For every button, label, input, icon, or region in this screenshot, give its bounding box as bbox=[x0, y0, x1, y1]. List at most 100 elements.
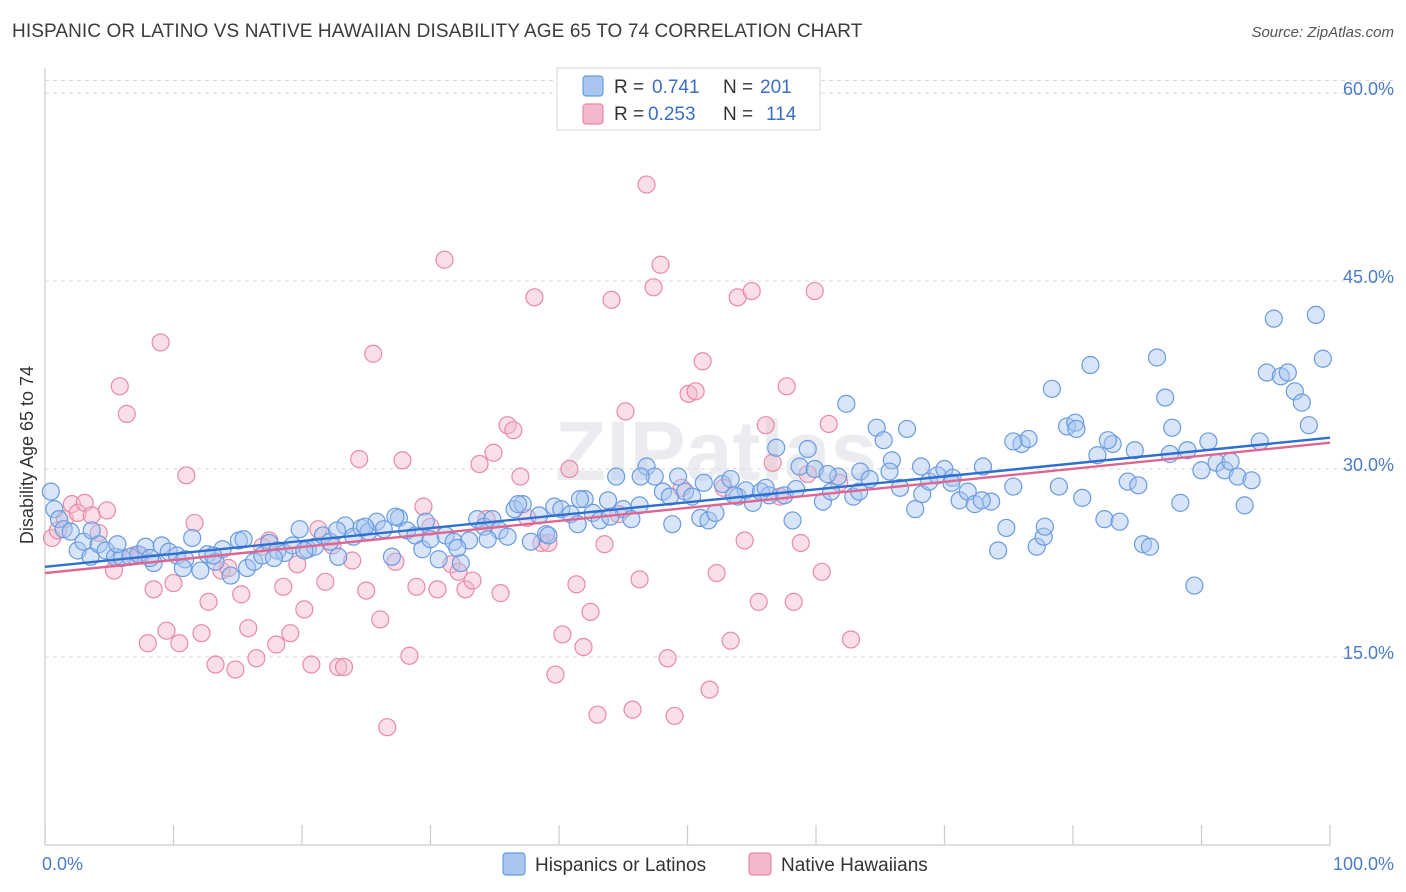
hawaiian-point-27 bbox=[226, 660, 245, 679]
hispanic-point-204 bbox=[1129, 476, 1148, 495]
hispanic-point-165 bbox=[1285, 382, 1304, 401]
stats-legend-n-value-1: 201 bbox=[760, 77, 792, 98]
hawaiian-point-34 bbox=[274, 577, 293, 596]
hispanic-point-164 bbox=[1278, 363, 1297, 382]
hispanic-point-141 bbox=[1110, 512, 1129, 531]
hawaiian-point-56 bbox=[428, 580, 447, 599]
hispanic-point-123 bbox=[973, 457, 993, 476]
stats-legend-r-value-2: 0.253 bbox=[648, 104, 696, 125]
hawaiian-point-25 bbox=[212, 561, 231, 580]
hispanic-point-136 bbox=[1073, 488, 1092, 507]
hispanic-point-186 bbox=[570, 490, 590, 509]
hispanic-point-75 bbox=[607, 467, 626, 486]
hispanic-point-34 bbox=[290, 520, 309, 539]
y-tick-labels: 15.0% 30.0% 45.0% 60.0% bbox=[1343, 79, 1394, 663]
stats-legend-n-label-1: N = bbox=[723, 77, 753, 98]
hispanic-point-176 bbox=[264, 548, 284, 568]
hispanic-point-21 bbox=[191, 561, 210, 580]
hispanic-point-171 bbox=[108, 535, 127, 554]
hawaiian-point-106 bbox=[777, 377, 796, 396]
hispanic-point-168 bbox=[1306, 305, 1325, 324]
hawaiian-point-108 bbox=[791, 533, 810, 553]
hawaiian-point-65 bbox=[491, 584, 510, 603]
hispanic-point-191 bbox=[725, 486, 744, 505]
hawaiian-point-112 bbox=[819, 414, 838, 434]
hispanic-point-182 bbox=[448, 538, 467, 558]
hawaiian-point-19 bbox=[170, 634, 189, 653]
hispanic-point-144 bbox=[1133, 535, 1153, 554]
series-legend-swatch-pink bbox=[748, 852, 772, 876]
hispanic-point-146 bbox=[1147, 348, 1167, 367]
hawaiian-point-52 bbox=[400, 646, 419, 665]
hispanic-point-104 bbox=[829, 467, 848, 486]
hawaiian-point-21 bbox=[185, 513, 204, 533]
hawaiian-point-98 bbox=[721, 631, 740, 650]
hispanic-point-100 bbox=[798, 439, 817, 459]
hawaiian-point-102 bbox=[749, 592, 768, 611]
hispanic-point-158 bbox=[1235, 496, 1254, 515]
hispanic-point-160 bbox=[1250, 432, 1269, 451]
hispanic-point-9 bbox=[96, 541, 115, 560]
hawaiian-point-111 bbox=[812, 562, 831, 581]
hawaiian-point-20 bbox=[177, 466, 196, 485]
x-tick-label-max: 100.0% bbox=[1333, 854, 1394, 874]
hispanic-point-87 bbox=[699, 511, 718, 530]
hawaiian-point-101 bbox=[742, 281, 761, 301]
hawaiian-point-40 bbox=[316, 572, 335, 591]
hispanic-point-147 bbox=[1156, 388, 1175, 407]
hispanic-point-71 bbox=[575, 490, 594, 509]
hispanic-point-199 bbox=[972, 491, 991, 510]
hawaiian-point-22 bbox=[192, 624, 211, 643]
hispanic-point-129 bbox=[1019, 429, 1038, 449]
hispanic-point-44 bbox=[367, 512, 386, 531]
hispanic-point-166 bbox=[1292, 393, 1311, 412]
hawaiian-point-86 bbox=[637, 175, 656, 194]
hispanic-point-203 bbox=[1098, 431, 1118, 450]
hawaiian-point-62 bbox=[470, 454, 489, 474]
hawaiian-point-70 bbox=[525, 288, 544, 307]
hispanic-point-184 bbox=[508, 495, 528, 514]
hawaiian-point-4 bbox=[68, 503, 87, 522]
hispanic-point-113 bbox=[897, 419, 917, 439]
hawaiian-point-61 bbox=[463, 571, 482, 590]
hispanic-point-196 bbox=[880, 462, 899, 481]
hawaiian-point-73 bbox=[546, 665, 565, 684]
hawaiian-point-23 bbox=[199, 592, 218, 611]
hawaiian-point-94 bbox=[693, 352, 712, 371]
hawaiian-point-33 bbox=[267, 635, 286, 654]
hawaiian-point-84 bbox=[623, 700, 642, 719]
hawaiian-point-10 bbox=[110, 377, 129, 396]
series-legend-label-blue: Hispanics or Latinos bbox=[535, 855, 706, 876]
hispanic-point-133 bbox=[1049, 477, 1068, 496]
hawaiian-point-95 bbox=[700, 680, 719, 699]
hispanic-point-180 bbox=[386, 507, 405, 526]
hispanic-point-159 bbox=[1242, 471, 1261, 490]
hispanic-point-124 bbox=[982, 492, 1001, 511]
hispanic-point-188 bbox=[631, 467, 650, 486]
hawaiian-point-38 bbox=[302, 655, 321, 674]
hispanic-point-98 bbox=[783, 511, 802, 530]
hawaiian-point-96 bbox=[707, 563, 726, 583]
hawaiian-point-17 bbox=[157, 621, 176, 640]
hispanic-point-46 bbox=[382, 547, 402, 566]
hispanic-point-63 bbox=[513, 495, 532, 514]
hispanic-point-156 bbox=[1221, 452, 1240, 471]
series-legend: Hispanics or Latinos Native Hawaiians bbox=[502, 852, 928, 876]
chart-title: HISPANIC OR LATINO VS NATIVE HAWAIIAN DI… bbox=[12, 21, 863, 42]
hispanic-point-96 bbox=[767, 438, 786, 457]
hawaiian-point-114 bbox=[841, 630, 861, 649]
hispanic-point-201 bbox=[1035, 517, 1054, 536]
hispanic-point-74 bbox=[598, 491, 618, 510]
hawaiian-point-14 bbox=[138, 634, 157, 653]
x-ticks bbox=[44, 825, 1331, 845]
hawaiian-point-39 bbox=[309, 520, 328, 539]
hawaiian-point-104 bbox=[763, 453, 782, 472]
hawaiian-trend-line bbox=[44, 441, 1331, 575]
hispanic-point-169 bbox=[1313, 349, 1332, 368]
hispanic-point-61 bbox=[498, 527, 517, 546]
hispanic-point-149 bbox=[1171, 493, 1190, 512]
y-tick-label-60: 60.0% bbox=[1343, 79, 1394, 99]
stats-legend: R = 0.741 N = 201 R = 0.253 N = 114 bbox=[556, 67, 821, 131]
hawaiian-point-68 bbox=[511, 467, 530, 486]
